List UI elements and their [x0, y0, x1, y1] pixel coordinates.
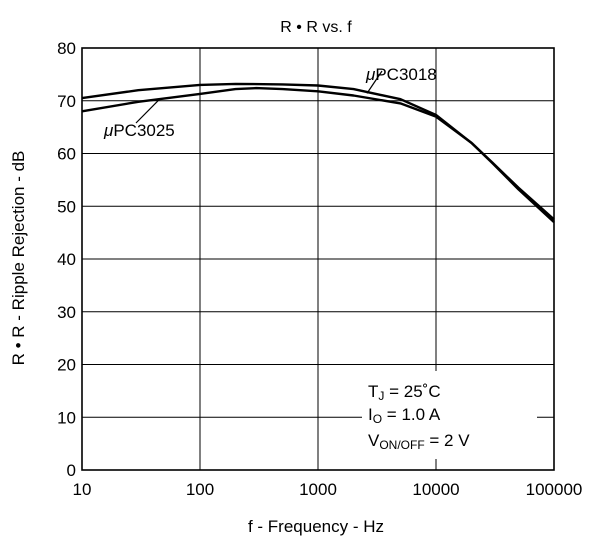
annotation-leaders — [135, 70, 383, 124]
y-tick-label: 0 — [67, 461, 76, 480]
x-axis-ticks: 10 100 1000 10000 100000 — [73, 480, 583, 499]
y-tick-label: 20 — [57, 356, 76, 375]
y-tick-label: 10 — [57, 408, 76, 427]
x-tick-label: 100 — [186, 480, 214, 499]
y-axis-ticks: 0 10 20 30 40 50 60 70 80 — [57, 39, 76, 480]
x-tick-label: 1000 — [299, 480, 337, 499]
y-tick-label: 60 — [57, 145, 76, 164]
condition-tj: TJ = 25˚C — [368, 382, 441, 403]
x-tick-label: 10 — [73, 480, 92, 499]
series-line-upc3025 — [81, 86, 555, 221]
leader-upc3025 — [135, 99, 160, 124]
leader-upc3018 — [366, 70, 383, 94]
annotation-upc3018: μPC3018 — [365, 65, 437, 84]
grid — [82, 48, 554, 470]
x-tick-label: 100000 — [526, 480, 583, 499]
conditions-box — [362, 371, 537, 459]
chart-title: R • R vs. f — [280, 19, 352, 36]
annotation-upc3025: μPC3025 — [103, 121, 175, 140]
y-tick-label: 50 — [57, 197, 76, 216]
y-tick-label: 40 — [57, 250, 76, 269]
condition-io: IO = 1.0 A — [368, 405, 441, 426]
y-tick-label: 80 — [57, 39, 76, 58]
y-tick-label: 70 — [57, 92, 76, 111]
series-layer — [81, 82, 555, 223]
x-tick-label: 10000 — [412, 480, 459, 499]
y-tick-label: 30 — [57, 303, 76, 322]
y-axis-label: R • R - Ripple Rejection - dB — [9, 151, 28, 366]
x-axis-label: f - Frequency - Hz — [248, 517, 384, 536]
condition-von-off: VON/OFF = 2 V — [368, 431, 470, 452]
plot-frame — [81, 47, 555, 471]
